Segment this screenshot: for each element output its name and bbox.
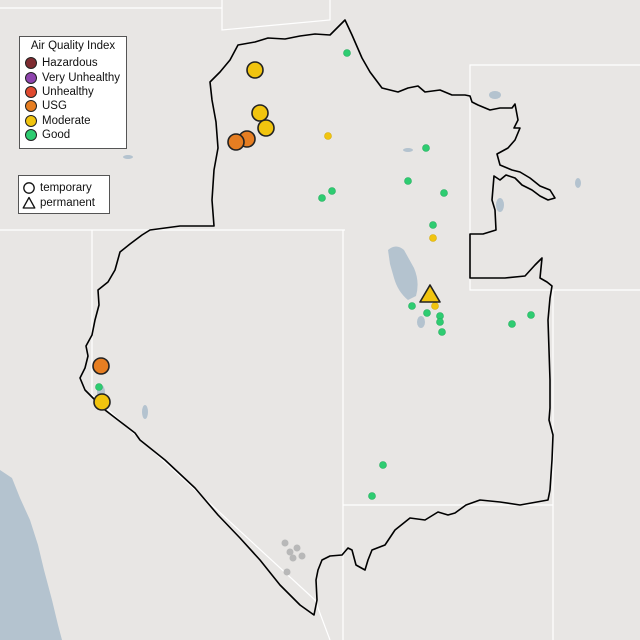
monitor-marker[interactable] [429,234,437,242]
triangle-icon [22,197,36,209]
hazardous-swatch [25,57,37,70]
monitor-marker[interactable] [436,318,444,326]
monitor-marker[interactable] [408,302,416,310]
monitor-marker[interactable] [343,49,351,57]
idaho-reservoir-2 [123,155,133,159]
legend-item-moderate: Moderate [20,114,126,128]
very-unhealthy-swatch [25,71,37,84]
legend-label: Hazardous [42,57,98,70]
good-swatch [25,129,37,142]
idaho-reservoir [403,148,413,152]
monitor-marker[interactable] [286,548,294,556]
monitor-marker[interactable] [93,393,111,411]
monitor-marker[interactable] [318,194,326,202]
monitor-marker[interactable] [324,132,332,140]
moderate-small-monitors [324,132,439,310]
monitor-marker[interactable] [251,104,269,122]
monitor-marker[interactable] [283,568,291,576]
ocean [0,470,62,640]
legend-item-usg: USG [20,99,126,113]
great-salt-lake [388,246,418,300]
id-wy-border [469,64,640,230]
usg-swatch [25,100,37,113]
legend-label: Very Unhealthy [42,71,120,84]
monitor-marker[interactable] [328,187,336,195]
monitor-marker[interactable] [508,320,516,328]
monitor-marker[interactable] [440,189,448,197]
region-outline [79,19,556,616]
permanent-monitor-marker[interactable] [419,284,441,303]
legend-label: temporary [40,181,92,194]
inactive-monitors [281,539,306,576]
circle-icon [23,181,35,194]
monitor-marker[interactable] [281,539,289,547]
monitor-marker[interactable] [527,311,535,319]
monitor-marker[interactable] [289,554,297,562]
utah-lake [417,316,425,328]
bear-lake [496,198,504,212]
legend-item-good: Good [20,128,126,142]
monitor-marker[interactable] [95,383,103,391]
monitor-marker[interactable] [404,177,412,185]
good-monitors [95,49,535,500]
legend-item-temporary: temporary [19,180,109,196]
unhealthy-swatch [25,85,37,98]
legend-label: Good [42,129,71,142]
monitor-marker[interactable] [422,144,430,152]
monitor-marker[interactable] [246,61,264,79]
mountain-lake [489,91,501,99]
monitor-marker[interactable] [92,357,110,375]
monitor-marker[interactable] [431,302,439,310]
id-mt-border [221,0,331,31]
legend-item-very-unhealthy: Very Unhealthy [20,70,126,84]
aqi-legend: Air Quality Index Hazardous Very Unhealt… [19,36,127,149]
legend-label: Moderate [42,114,91,127]
pyramid-lake [142,405,148,419]
monitor-marker[interactable] [379,461,387,469]
legend-label: permanent [40,197,95,210]
monitor-type-legend: temporary permanent [18,175,110,214]
monitor-marker[interactable] [227,133,245,151]
legend-item-permanent: permanent [19,196,109,212]
legend-item-hazardous: Hazardous [20,56,126,70]
legend-label: Unhealthy [42,85,94,98]
mountain-lake-2 [575,178,581,188]
monitor-marker[interactable] [293,544,301,552]
monitor-marker[interactable] [429,221,437,229]
monitor-marker[interactable] [298,552,306,560]
monitor-marker[interactable] [257,119,275,137]
legend-item-unhealthy: Unhealthy [20,85,126,99]
monitor-marker[interactable] [423,309,431,317]
large-monitors [92,61,275,411]
monitor-marker[interactable] [368,492,376,500]
monitor-marker[interactable] [438,328,446,336]
aqi-legend-title: Air Quality Index [30,40,116,52]
moderate-swatch [25,114,37,127]
legend-label: USG [42,100,67,113]
